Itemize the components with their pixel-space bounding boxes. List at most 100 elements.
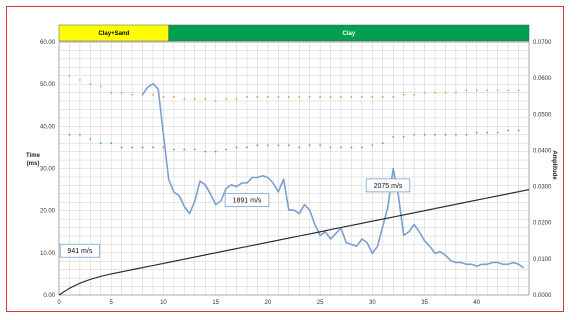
y-left-tick-label: 30.00 (40, 167, 56, 173)
series-point-0 (434, 91, 436, 94)
x-tick-label: 5 (110, 300, 114, 306)
series-point-1 (454, 133, 457, 136)
series-point-1 (371, 144, 374, 147)
series-point-4 (434, 207, 436, 210)
series-point-0 (78, 79, 81, 81)
series-point-0 (454, 91, 457, 94)
annotation-2: 2075 m/s (365, 178, 411, 193)
series-point-1 (277, 144, 280, 147)
series-point-0 (329, 95, 332, 98)
series-point-0 (507, 89, 510, 92)
series-point-1 (141, 146, 144, 149)
series-point-4 (413, 211, 416, 214)
series-point-1 (214, 150, 217, 153)
series-point-1 (162, 146, 165, 149)
series-point-0 (475, 89, 478, 92)
series-point-1 (235, 146, 238, 149)
series-point-1 (287, 144, 290, 147)
series-point-0 (287, 95, 290, 98)
x-tick-label: 25 (317, 300, 324, 306)
series-point-1 (78, 133, 81, 136)
series-point-4 (350, 224, 353, 227)
series-point-4 (162, 262, 165, 265)
series-point-1 (298, 146, 301, 149)
series-point-0 (381, 95, 384, 98)
series-point-4 (266, 241, 269, 244)
series-point-0 (110, 91, 113, 94)
series-point-4 (204, 254, 207, 256)
series-point-0 (496, 89, 499, 92)
series-point-1 (308, 144, 311, 147)
series-point-1 (517, 129, 520, 132)
series-1 (68, 129, 520, 153)
y-left-tick-label: 10.00 (40, 251, 56, 257)
series-point-0 (277, 95, 280, 98)
series-point-0 (350, 95, 353, 98)
grid (58, 41, 530, 296)
series-point-0 (162, 95, 165, 98)
series-point-0 (308, 95, 311, 98)
series-point-0 (402, 93, 405, 96)
x-tick-label: 10 (160, 300, 167, 306)
axes: 0 5 10 15 20 25 30 35 40 0.00 10.00 20.00 30.00 40.00… (26, 40, 557, 306)
y-left-axis-title: (ms) (27, 161, 40, 167)
series-point-1 (120, 146, 123, 149)
band-1 (168, 24, 530, 42)
y-right-tick-label: 0.0000 (533, 293, 552, 299)
y-left-tick-label: 50.00 (40, 82, 56, 88)
series-point-1 (99, 142, 102, 145)
series-point-0 (225, 98, 228, 100)
series-3 (58, 189, 530, 296)
series-point-1 (392, 135, 395, 138)
series-point-0 (298, 95, 301, 98)
series-point-1 (225, 148, 228, 151)
series-point-1 (152, 146, 154, 149)
series-point-0 (235, 98, 238, 100)
series-point-0 (392, 95, 395, 98)
series-point-0 (68, 74, 71, 77)
series-point-0 (120, 91, 123, 94)
chart-svg: Clay+Sand Clay 0 5 10 15 20 25 30 35 40 0.00 10.00 2… (26, 24, 557, 306)
annotation-box (59, 243, 100, 258)
series-point-1 (340, 146, 342, 149)
y-left-tick-label: 20.00 (40, 209, 56, 215)
y-left-tick-label: 0.00 (43, 293, 55, 299)
x-tick-label: 35 (421, 300, 428, 306)
y-right-tick-label: 0.0700 (533, 40, 552, 46)
series-point-4 (329, 228, 332, 231)
series-point-1 (496, 131, 499, 134)
series-point-0 (319, 95, 322, 98)
series-point-0 (517, 89, 520, 92)
series-point-0 (266, 95, 269, 98)
series-point-0 (204, 98, 207, 100)
y-right-axis-title: Amplitude (551, 150, 557, 180)
series-point-1 (381, 142, 384, 145)
series-point-4 (183, 258, 186, 261)
y-right-tick-label: 0.0400 (533, 148, 552, 154)
series-point-4 (371, 220, 374, 223)
series-point-4 (496, 195, 499, 197)
series-layer (58, 74, 530, 296)
series-point-4 (120, 270, 123, 273)
series-point-1 (434, 133, 436, 136)
series-point-0 (246, 95, 248, 98)
series-point-4 (78, 282, 81, 285)
series-point-4 (392, 216, 395, 218)
y-right-tick-label: 0.0100 (533, 257, 552, 263)
series-point-0 (413, 93, 416, 96)
series-point-0 (131, 93, 134, 96)
x-tick-label: 0 (57, 300, 61, 306)
series-point-0 (152, 93, 154, 96)
series-point-0 (360, 95, 363, 98)
series-point-1 (246, 146, 248, 149)
series-point-1 (266, 144, 269, 147)
series-point-1 (475, 131, 478, 134)
series-point-0 (183, 98, 186, 100)
series-point-1 (89, 138, 92, 140)
series-point-1 (183, 148, 186, 151)
band-label-1: Clay (342, 31, 355, 37)
series-point-4 (308, 232, 311, 235)
series-point-1 (319, 144, 322, 147)
series-point-4 (517, 190, 520, 193)
series-point-1 (465, 133, 468, 136)
